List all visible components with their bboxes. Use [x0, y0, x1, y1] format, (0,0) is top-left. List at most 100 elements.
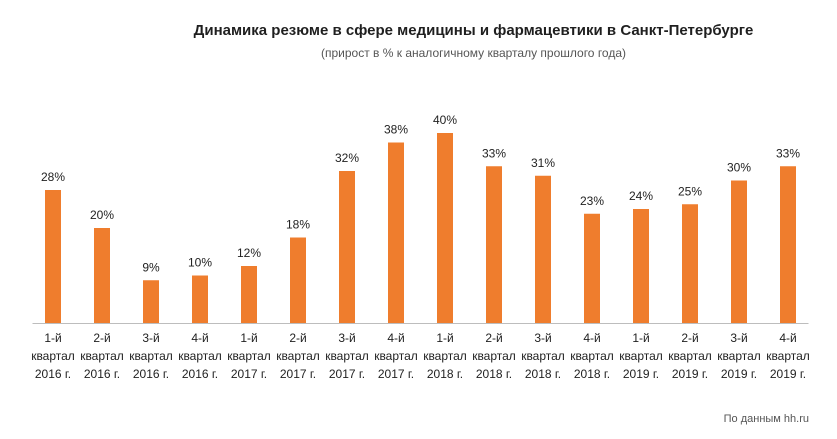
category-labels-group: 1-й квартал 2016 г. 2-й квартал 2016 г. 3-й ква… — [31, 331, 810, 381]
bar-value-label: 38% — [384, 123, 408, 137]
category-label-line: 2019 г. — [623, 367, 659, 381]
category-label-line: 4-й — [387, 331, 404, 345]
bars-group — [45, 133, 796, 323]
category-label-line: 2016 г. — [182, 367, 218, 381]
bar — [290, 237, 306, 323]
chart-subtitle: (прирост в % к аналогичному кварталу про… — [320, 46, 627, 60]
category-label: 1-й квартал 2017 г. — [227, 331, 271, 381]
category-label-line: 2-й — [93, 331, 110, 345]
category-label-line: 4-й — [779, 331, 796, 345]
category-label: 2-й квартал 2018 г. — [472, 331, 516, 381]
bar — [94, 228, 110, 323]
bar — [241, 266, 257, 323]
category-label: 3-й квартал 2018 г. — [521, 331, 565, 381]
category-label: 4-й квартал 2018 г. — [570, 331, 614, 381]
category-label: 2-й квартал 2017 г. — [276, 331, 320, 381]
category-label-line: квартал — [668, 349, 712, 363]
category-label-line: 3-й — [534, 331, 551, 345]
bar — [780, 166, 796, 323]
category-label-line: 1-й — [436, 331, 453, 345]
category-label-line: квартал — [521, 349, 565, 363]
category-label-line: квартал — [570, 349, 614, 363]
bar — [192, 275, 208, 323]
category-label-line: 1-й — [240, 331, 257, 345]
category-label-line: квартал — [766, 349, 810, 363]
category-label: 1-й квартал 2016 г. — [31, 331, 75, 381]
bar-value-label: 40% — [433, 113, 457, 127]
bar — [633, 209, 649, 323]
category-label-line: квартал — [178, 349, 222, 363]
bar-value-label: 20% — [90, 208, 114, 222]
bar-value-label: 31% — [531, 156, 555, 170]
bar-value-label: 18% — [286, 218, 310, 232]
category-label-line: 2019 г. — [721, 367, 757, 381]
category-label-line: 2016 г. — [84, 367, 120, 381]
category-label-line: квартал — [374, 349, 418, 363]
category-label-line: 2018 г. — [476, 367, 512, 381]
category-label-line: 2018 г. — [427, 367, 463, 381]
category-label-line: 3-й — [338, 331, 355, 345]
category-label-line: 4-й — [191, 331, 208, 345]
bar-value-label: 32% — [335, 151, 359, 165]
category-label-line: 2019 г. — [672, 367, 708, 381]
category-label: 4-й квартал 2019 г. — [766, 331, 810, 381]
category-label-line: 4-й — [583, 331, 600, 345]
category-label-line: 1-й — [632, 331, 649, 345]
category-label-line: 2018 г. — [574, 367, 610, 381]
chart-title: Динамика резюме в сфере медицины и фарма… — [193, 22, 754, 39]
category-label-line: 2018 г. — [525, 367, 561, 381]
category-label-line: квартал — [472, 349, 516, 363]
category-label-line: 2-й — [485, 331, 502, 345]
category-label: 3-й квартал 2017 г. — [325, 331, 369, 381]
bar-value-label: 33% — [482, 146, 506, 160]
category-label: 2-й квартал 2019 г. — [668, 331, 712, 381]
bar — [535, 175, 551, 323]
bar — [143, 280, 159, 323]
category-label-line: 2017 г. — [280, 367, 316, 381]
bar-value-label: 25% — [678, 184, 702, 198]
category-label-line: квартал — [276, 349, 320, 363]
category-label-line: 2017 г. — [231, 367, 267, 381]
category-label-line: квартал — [80, 349, 124, 363]
category-label: 2-й квартал 2016 г. — [80, 331, 124, 381]
category-label-line: квартал — [129, 349, 173, 363]
category-label-line: 3-й — [142, 331, 159, 345]
category-label-line: квартал — [423, 349, 467, 363]
bar-value-label: 33% — [776, 146, 800, 160]
bar-value-label: 10% — [188, 256, 212, 270]
category-label-line: 2016 г. — [35, 367, 71, 381]
bar-value-label: 28% — [41, 170, 65, 184]
category-label: 1-й квартал 2018 г. — [423, 331, 467, 381]
bar — [388, 142, 404, 323]
bar — [339, 171, 355, 323]
category-label-line: 2-й — [681, 331, 698, 345]
category-label: 1-й квартал 2019 г. — [619, 331, 663, 381]
category-label-line: квартал — [619, 349, 663, 363]
category-label-line: 1-й — [44, 331, 61, 345]
category-label-line: 2017 г. — [378, 367, 414, 381]
value-labels-group: 28% 20% 9% 10% 12% 18% 32% 38% 40% 33% 31% 23% 24% 25… — [41, 113, 800, 274]
bar — [486, 166, 502, 323]
category-label-line: квартал — [31, 349, 75, 363]
category-label-line: квартал — [325, 349, 369, 363]
category-label-line: 2-й — [289, 331, 306, 345]
category-label: 4-й квартал 2016 г. — [178, 331, 222, 381]
category-label-line: квартал — [227, 349, 271, 363]
category-label-line: квартал — [717, 349, 761, 363]
bar — [682, 204, 698, 323]
bar-value-label: 12% — [237, 246, 261, 260]
bar-value-label: 24% — [629, 189, 653, 203]
source-note: По данным hh.ru — [723, 413, 809, 425]
category-label: 3-й квартал 2016 г. — [129, 331, 173, 381]
bar-value-label: 23% — [580, 194, 604, 208]
bar — [45, 190, 61, 323]
category-label: 4-й квартал 2017 г. — [374, 331, 418, 381]
bar — [584, 213, 600, 323]
bar — [731, 180, 747, 323]
category-label-line: 2016 г. — [133, 367, 169, 381]
category-label: 3-й квартал 2019 г. — [717, 331, 761, 381]
category-label-line: 2017 г. — [329, 367, 365, 381]
bar — [437, 133, 453, 323]
bar-value-label: 30% — [727, 161, 751, 175]
